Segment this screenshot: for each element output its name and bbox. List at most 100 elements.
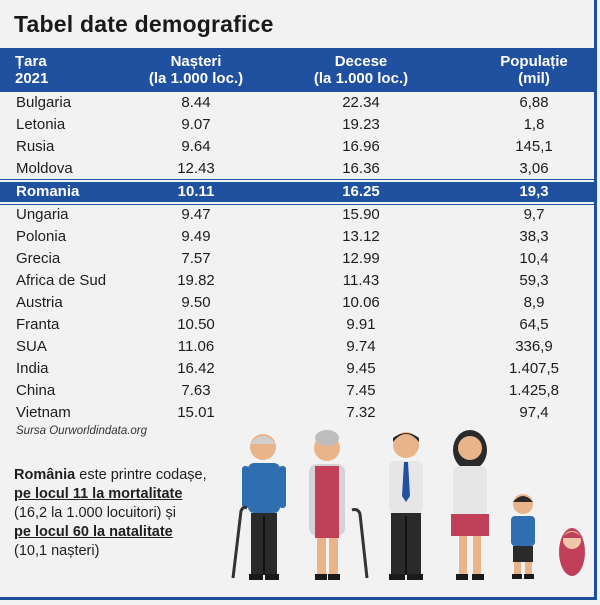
- note-natality-detail: (10,1 nașteri): [14, 543, 100, 559]
- table-row: India 16.42 9.45 1.407,5: [0, 358, 594, 380]
- header-births-unit: (la 1.000 loc.): [148, 70, 244, 87]
- cell-births: 10.50: [177, 316, 215, 333]
- page-title: Tabel date demografice: [14, 11, 274, 37]
- cell-population: 64,5: [519, 316, 549, 333]
- cell-deaths: 19.23: [342, 116, 380, 133]
- cell-country: SUA: [16, 338, 47, 355]
- cell-country: Letonia: [16, 116, 66, 133]
- cell-deaths: 16.25: [342, 183, 380, 200]
- cell-births: 11.06: [177, 338, 215, 355]
- header-births-label: Nașteri: [170, 53, 222, 70]
- cell-deaths: 15.90: [342, 206, 380, 223]
- cell-country: Ungaria: [16, 206, 69, 223]
- cell-population: 19,3: [519, 183, 549, 200]
- table-row: SUA 11.06 9.74 336,9: [0, 336, 594, 358]
- header-year-label: 2021: [15, 70, 49, 87]
- cell-deaths: 7.45: [346, 382, 376, 399]
- mother-figure: [451, 430, 489, 580]
- family-illustration: [231, 430, 585, 580]
- cell-population: 1.425,8: [508, 382, 560, 399]
- table-header: Țara 2021 Nașteri (la 1.000 loc.) Decese…: [0, 48, 594, 92]
- cell-births: 9.64: [181, 138, 211, 155]
- cell-population: 59,3: [519, 272, 549, 289]
- table-row: Vietnam 15.01 7.32 97,4: [0, 402, 594, 424]
- cell-births: 15.01: [177, 404, 215, 421]
- cell-births: 12.43: [177, 160, 215, 177]
- source-note: Sursa Ourworldindata.org: [16, 425, 148, 437]
- cell-births: 19.82: [177, 272, 215, 289]
- note-country: România: [14, 467, 76, 483]
- cell-births: 9.47: [181, 206, 211, 223]
- table-row: Letonia 9.07 19.23 1,8: [0, 114, 594, 136]
- table-row-highlighted: Romania 10.11 16.25 19,3: [0, 180, 594, 204]
- cell-births: 7.57: [181, 250, 211, 267]
- table-row: China 7.63 7.45 1.425,8: [0, 380, 594, 402]
- note-natality-rank: pe locul 60 la natalitate: [14, 524, 173, 540]
- cell-births: 9.07: [181, 116, 211, 133]
- summary-note: România este printre codașe, pe locul 11…: [14, 466, 234, 561]
- table-body: Bulgaria 8.44 22.34 6,88 Letonia 9.07 19.23 1,8…: [0, 92, 594, 424]
- cell-population: 3,06: [519, 160, 549, 177]
- cell-deaths: 16.96: [342, 138, 380, 155]
- header-deaths: Decese (la 1.000 loc.): [306, 53, 416, 87]
- cell-births: 16.42: [177, 360, 215, 377]
- father-figure: [389, 432, 423, 580]
- cell-deaths: 16.36: [342, 160, 380, 177]
- table-row: Rusia 9.64 16.96 145,1: [0, 136, 594, 158]
- table-row: Franta 10.50 9.91 64,5: [0, 314, 594, 336]
- table-row: Moldova 12.43 16.36 3,06: [0, 158, 594, 180]
- cell-country: Moldova: [16, 160, 73, 177]
- cell-population: 38,3: [519, 228, 549, 245]
- cell-births: 10.11: [177, 183, 215, 200]
- cell-population: 10,4: [519, 250, 549, 267]
- cell-country: Franta: [16, 316, 60, 333]
- table-row: Grecia 7.57 12.99 10,4: [0, 248, 594, 270]
- cell-country: Rusia: [16, 138, 55, 155]
- cell-deaths: 9.91: [346, 316, 376, 333]
- child-figure: [511, 494, 535, 579]
- cell-deaths: 11.43: [342, 272, 380, 289]
- cell-country: China: [16, 382, 56, 399]
- grandmother-figure: [309, 430, 369, 580]
- cell-population: 9,7: [523, 206, 545, 223]
- header-births: Nașteri (la 1.000 loc.): [146, 53, 246, 87]
- cell-deaths: 10.06: [342, 294, 380, 311]
- cell-population: 336,9: [515, 338, 553, 355]
- table-row: Africa de Sud 19.82 11.43 59,3: [0, 270, 594, 292]
- cell-country: Grecia: [16, 250, 61, 267]
- cell-country: India: [16, 360, 49, 377]
- note-mortality-rank: pe locul 11 la mortalitate: [14, 486, 183, 502]
- baby-figure: [559, 528, 585, 576]
- table-row: Bulgaria 8.44 22.34 6,88: [0, 92, 594, 114]
- cell-country: Africa de Sud: [16, 272, 107, 289]
- cell-deaths: 9.45: [346, 360, 376, 377]
- grandfather-figure: [231, 434, 286, 580]
- header-population-label: Populație: [500, 53, 568, 70]
- cell-population: 1.407,5: [508, 360, 560, 377]
- header-population: Populație (mil): [484, 53, 584, 87]
- note-text-1: este printre codașe,: [75, 467, 207, 483]
- cell-population: 8,9: [523, 294, 545, 311]
- header-country-label: Țara: [15, 53, 47, 70]
- cell-country: Vietnam: [16, 404, 71, 421]
- cell-population: 1,8: [523, 116, 545, 133]
- cell-births: 9.49: [181, 228, 211, 245]
- table-row: Austria 9.50 10.06 8,9: [0, 292, 594, 314]
- header-deaths-label: Decese: [334, 53, 388, 70]
- cell-population: 6,88: [519, 94, 549, 111]
- cell-population: 145,1: [515, 138, 553, 155]
- cell-country: Bulgaria: [16, 94, 72, 111]
- header-deaths-unit: (la 1.000 loc.): [313, 70, 409, 87]
- note-mortality-detail: (16,2 la 1.000 locuitori) și: [14, 505, 176, 521]
- cell-deaths: 7.32: [346, 404, 376, 421]
- cell-deaths: 13.12: [342, 228, 380, 245]
- cell-deaths: 22.34: [342, 94, 380, 111]
- table-row: Ungaria 9.47 15.90 9,7: [0, 204, 594, 226]
- table-row: Polonia 9.49 13.12 38,3: [0, 226, 594, 248]
- cell-country: Austria: [16, 294, 63, 311]
- cell-population: 97,4: [519, 404, 549, 421]
- cell-births: 8.44: [181, 94, 211, 111]
- cell-deaths: 12.99: [342, 250, 380, 267]
- header-population-unit: (mil): [518, 70, 550, 87]
